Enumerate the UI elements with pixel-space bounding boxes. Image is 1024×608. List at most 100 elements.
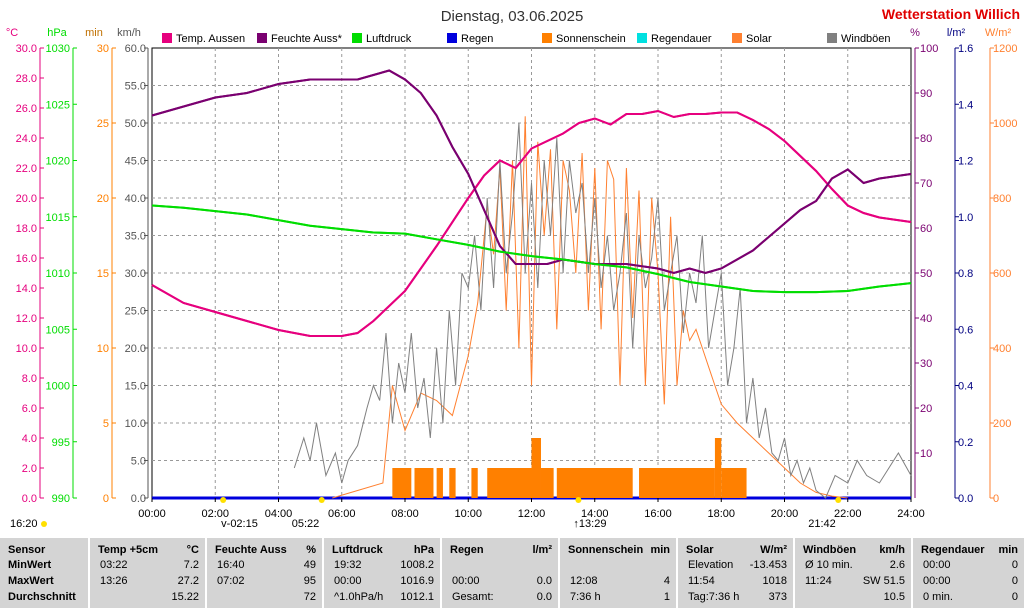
x-axis: 00:00 02:00 04:00 06:00 08:00 10:00 12:00 14:00… — [138, 498, 925, 520]
axis-tick-label-minutes: 30 — [97, 43, 109, 55]
axis-tick-label-pct: 60 — [920, 223, 932, 235]
cell-value: 95 — [303, 575, 316, 587]
x-tick-label: 24:00 — [897, 508, 925, 520]
chart-title: Dienstag, 03.06.2025 — [441, 8, 584, 25]
cell-value: 2.6 — [889, 559, 905, 571]
legend-label: Regen — [461, 33, 493, 45]
cell-value: 1012.1 — [400, 591, 434, 603]
axis-tick-label-temp: 30.0 — [16, 43, 37, 55]
axis-tick-label-lm2: 0.0 — [958, 493, 973, 505]
grid — [152, 48, 911, 498]
axis-tick-label-minutes: 5 — [103, 418, 109, 430]
row-label-max: MaxWert — [8, 575, 54, 587]
legend-swatch — [637, 33, 647, 43]
sun-icon — [318, 497, 325, 503]
cell-time: 7:36 h — [570, 591, 601, 603]
left-time: 16:20 — [10, 518, 38, 530]
x-tick-label: 14:00 — [581, 508, 609, 520]
axis-tick-label-pct: 30 — [920, 358, 932, 370]
sun-icon — [835, 497, 842, 503]
sunshine-bar — [436, 468, 443, 498]
axis-tick-label-pressure: 1020 — [46, 156, 70, 168]
sunshine-bar — [531, 438, 541, 498]
col-unit: km/h — [879, 544, 905, 556]
legend-swatch — [827, 33, 837, 43]
x-tick-label: 04:00 — [265, 508, 293, 520]
axis-tick-label-temp: 8.0 — [22, 373, 37, 385]
table-col: Sonnenschein min 12:08 4 7:36 h 1 — [558, 538, 676, 608]
sunshine-bar — [556, 468, 633, 498]
axis-tick-label-pct: 50 — [920, 268, 932, 280]
axis-tick-label-temp: 26.0 — [16, 103, 37, 115]
legend-label: Regendauer — [651, 33, 712, 45]
axis-tick-label-pressure: 990 — [52, 493, 70, 505]
x-tick-label: 08:00 — [391, 508, 419, 520]
axis-tick-label-minutes: 20 — [97, 193, 109, 205]
sun-icon — [41, 521, 47, 527]
axis-tick-label-temp: 22.0 — [16, 163, 37, 175]
series-line-top — [151, 109, 912, 337]
axis-tick-label-pressure: 1015 — [46, 212, 70, 224]
legend-swatch — [732, 33, 742, 43]
table-col: Solar W/m² Elevation -13.453 11:54 1018 Tag:7:… — [676, 538, 793, 608]
sunset-label: 21:42 — [808, 518, 836, 530]
cell-value: 72 — [303, 591, 316, 603]
sunshine-bar — [487, 468, 532, 498]
cell-value: 7.2 — [183, 559, 199, 571]
col-header: Luftdruck — [332, 544, 383, 556]
station-name: Wetterstation Willich — [882, 6, 1020, 22]
axis-tick-label-pressure: 1030 — [46, 43, 70, 55]
axis-tick-label-kmh: 0.0 — [131, 493, 146, 505]
legend-label: Luftdruck — [366, 33, 412, 45]
axis-tick-label-minutes: 0 — [103, 493, 109, 505]
col-header: Sonnenschein — [568, 544, 644, 556]
x-tick-label: 16:00 — [644, 508, 672, 520]
cell-time: 03:22 — [100, 559, 128, 571]
sunshine-bar — [721, 468, 747, 498]
cell-value: 10.5 — [883, 591, 905, 603]
axis-tick-label-pressure: 1005 — [46, 324, 70, 336]
axis-tick-label-kmh: 45.0 — [125, 156, 146, 168]
axis-tick-label-kmh: 10.0 — [125, 418, 146, 430]
axis-tick-label-kmh: 35.0 — [125, 231, 146, 243]
axis-tick-label-kmh: 30.0 — [125, 268, 146, 280]
series-line — [293, 122, 912, 499]
cell-value: 1018 — [762, 575, 787, 587]
axis-tick-label-wm2: 1000 — [993, 118, 1017, 130]
col-unit: min — [998, 544, 1018, 556]
axis-tick-label-temp: 12.0 — [16, 313, 37, 325]
axis-tick-label-temp: 0.0 — [22, 493, 37, 505]
cell-value: 1016.9 — [400, 575, 434, 587]
axis-tick-label-wm2: 600 — [993, 268, 1011, 280]
cell-time: 00:00 — [334, 575, 362, 587]
axis-tick-label-minutes: 10 — [97, 343, 109, 355]
cell-value: 49 — [303, 559, 316, 571]
axis-tick-label-minutes: 15 — [97, 268, 109, 280]
cell-time: 00:00 — [923, 575, 951, 587]
sunshine-bar — [714, 438, 722, 498]
axis-tick-label-wm2: 200 — [993, 418, 1011, 430]
cell-time: 19:32 — [334, 559, 362, 571]
legend-label: Windböen — [841, 33, 891, 45]
sun-icon — [220, 497, 227, 503]
table-rowlabels: Sensor MinWert MaxWert Durchschnitt — [0, 538, 88, 608]
cell-value: 1008.2 — [400, 559, 434, 571]
col-header: Solar — [686, 544, 714, 556]
solar-noon-label: ↑13:29 — [573, 518, 606, 530]
axis-tick-label-minutes: 25 — [97, 118, 109, 130]
axis-tick-label-pressure: 1025 — [46, 99, 70, 111]
sunshine-bar — [471, 468, 478, 498]
legend: Temp. Aussen Feuchte Auss* Luftdruck Regen S… — [162, 33, 891, 45]
axis-unit-labels: °C hPa min km/h% l/m² W/m² — [6, 27, 1012, 39]
x-tick-label: 10:00 — [454, 508, 482, 520]
legend-swatch — [447, 33, 457, 43]
cell-value: 0.0 — [536, 575, 552, 587]
cell-value: 373 — [768, 591, 787, 603]
col-unit: °C — [186, 544, 199, 556]
cell-time: 16:40 — [217, 559, 245, 571]
axis-tick-label-pressure: 995 — [52, 437, 70, 449]
unit-label: % — [910, 27, 920, 39]
cell-value: 0 — [1011, 559, 1018, 571]
unit-label: min — [85, 27, 103, 39]
axis-tick-label-pct: 100 — [920, 43, 938, 55]
